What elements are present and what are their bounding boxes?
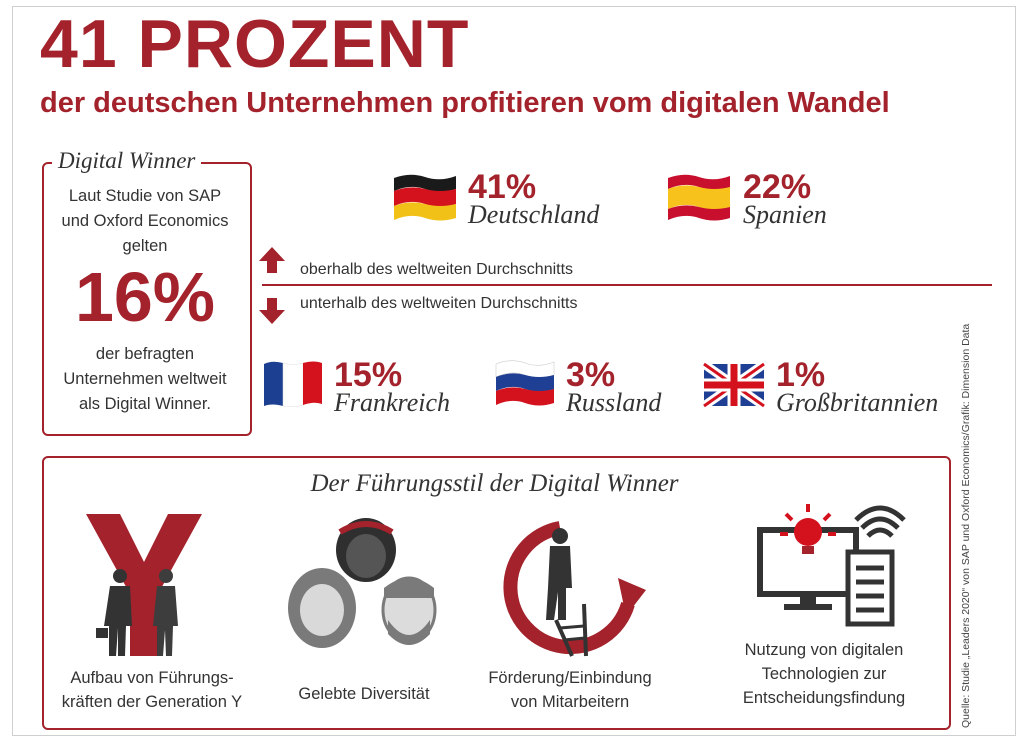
- below-average-label: unterhalb des weltweiten Durchschnitts: [300, 295, 578, 312]
- country-name: Großbritannien: [776, 388, 939, 417]
- country-name: Deutschland: [468, 200, 600, 229]
- page-title: 41 PROZENT: [40, 6, 470, 82]
- country-percentage: 22%: [743, 168, 812, 206]
- infographic-frame: [12, 6, 1016, 736]
- winner-text-line: Laut Studie von SAP: [68, 187, 222, 205]
- leadership-heading: Der Führungsstil der Digital Winner: [310, 470, 679, 497]
- country-percentage: 3%: [566, 356, 616, 394]
- average-divider: [262, 284, 992, 286]
- leadership-caption: Förderung/Einbindung: [488, 669, 652, 687]
- leadership-caption: Nutzung von digitalen: [744, 641, 904, 659]
- diversity-faces-icon: [288, 518, 437, 648]
- country-name: Frankreich: [334, 388, 450, 417]
- winner-text-line: und Oxford Economics: [61, 212, 229, 230]
- page-subtitle: der deutschen Unternehmen profitieren vo…: [40, 87, 890, 119]
- source-credit: Quelle: Studie „Leaders 2020“ von SAP un…: [960, 323, 972, 728]
- germany-flag-icon: [394, 174, 456, 221]
- spain-flag-icon: [668, 174, 730, 221]
- leadership-caption: Aufbau von Führungs-: [70, 669, 234, 687]
- uk-flag-icon: [702, 360, 766, 410]
- leadership-style-box: [42, 456, 951, 730]
- above-average-label: oberhalb des weltweiten Durchschnitts: [300, 261, 574, 278]
- arrow-up-icon: [259, 247, 285, 273]
- digital-technology-icon: [757, 504, 906, 627]
- ladder-arrow-icon: [503, 521, 646, 657]
- russia-flag-icon: [495, 360, 555, 406]
- country-percentage: 41%: [468, 168, 537, 206]
- country-percentage: 15%: [334, 356, 403, 394]
- winner-text-line: Unternehmen weltweit: [63, 370, 227, 388]
- winner-text-line: gelten: [122, 237, 168, 255]
- winner-percentage: 16%: [74, 258, 216, 336]
- france-flag-icon: [264, 361, 322, 408]
- arrow-down-icon: [259, 298, 285, 324]
- leadership-caption: Technologien zur: [761, 665, 887, 683]
- leadership-caption: Entscheidungsfindung: [742, 689, 906, 707]
- generation-y-icon: [86, 514, 202, 656]
- country-percentage: 1%: [776, 356, 826, 394]
- leadership-caption: Gelebte Diversität: [298, 685, 430, 703]
- country-name: Russland: [566, 388, 662, 417]
- leadership-caption: kräften der Generation Y: [61, 693, 243, 711]
- digital-winner-heading: Digital Winner: [52, 148, 202, 174]
- winner-text-line: als Digital Winner.: [78, 395, 212, 413]
- leadership-caption: von Mitarbeitern: [510, 693, 630, 711]
- country-name: Spanien: [743, 200, 827, 229]
- winner-text-line: der befragten: [95, 345, 195, 363]
